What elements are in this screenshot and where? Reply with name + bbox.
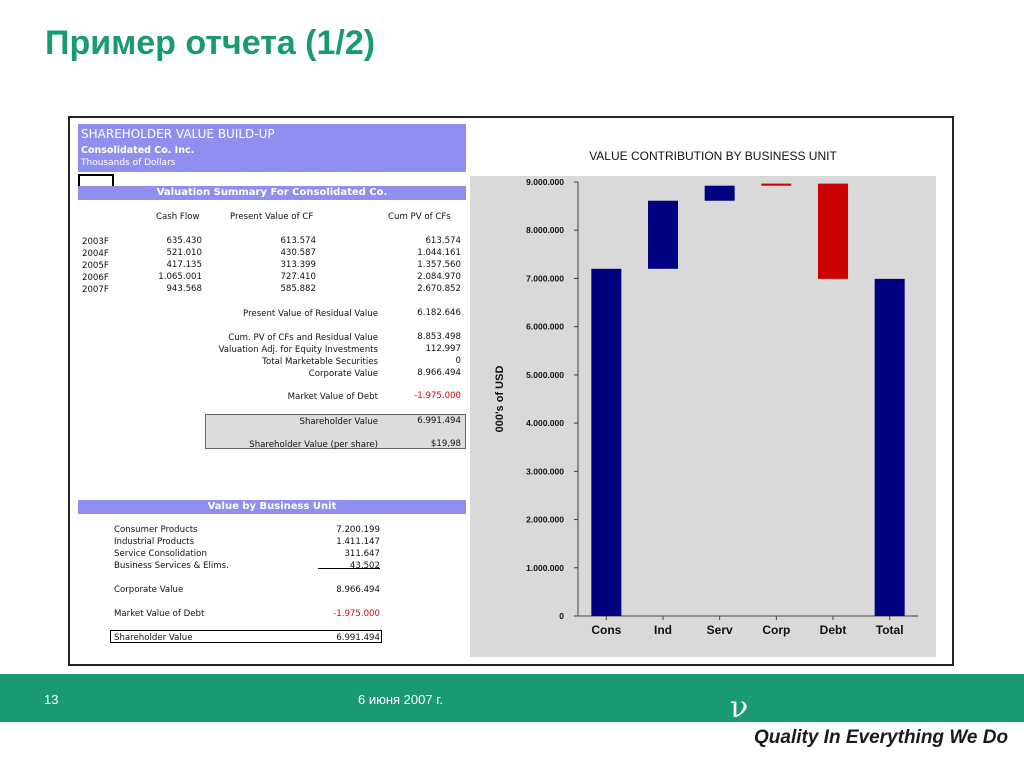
company-name: Consolidated Co. Inc.: [81, 145, 195, 156]
sv-label: Shareholder Value: [299, 417, 379, 427]
row-cash-flow: 943.568: [166, 284, 202, 294]
bar-debt: [818, 183, 848, 279]
pv-residual-value: 6.182.646: [417, 308, 461, 318]
row-year: 2004F: [82, 249, 109, 259]
valuation-summary-band: Valuation Summary For Consolidated Co.: [78, 186, 466, 200]
spreadsheet: SHAREHOLDER VALUE BUILD-UP Consolidated …: [78, 124, 466, 654]
value-by-unit-band: Value by Business Unit: [78, 500, 466, 514]
row-cash-flow: 417.135: [166, 260, 202, 270]
unit-value: 43.502: [349, 561, 380, 571]
x-tick-label: Cons: [591, 623, 621, 637]
row-cash-flow: 521.010: [166, 248, 202, 258]
pv-residual-label: Present Value of Residual Value: [243, 309, 378, 319]
unit-debt-label: Market Value of Debt: [114, 609, 205, 619]
unit-corp-label: Corporate Value: [114, 585, 184, 595]
unit-value: 1.411.147: [336, 537, 380, 547]
row-cum-pv: 2.670.852: [417, 284, 461, 294]
slide-date: 6 июня 2007 г.: [358, 692, 443, 707]
row-cash-flow: 1.065.001: [158, 272, 202, 282]
row-year: 2005F: [82, 261, 109, 271]
unit-debt-value: -1.975.000: [333, 609, 380, 619]
bar-ind: [648, 200, 678, 269]
col-header-cash-flow: Cash Flow: [156, 212, 200, 222]
row-present-value: 430.587: [280, 248, 316, 258]
row-year: 2007F: [82, 285, 109, 295]
bar-serv: [704, 185, 735, 201]
x-tick-label: Total: [876, 623, 904, 637]
row-present-value: 727.410: [280, 272, 316, 282]
equity-adj-value: 112.997: [425, 344, 461, 354]
y-tick-label: 2.000.000: [526, 515, 564, 525]
report-frame: SHAREHOLDER VALUE BUILD-UP Consolidated …: [68, 116, 954, 666]
debt-label: Market Value of Debt: [287, 392, 378, 402]
x-tick-label: Debt: [820, 623, 847, 637]
chart-title: VALUE CONTRIBUTION BY BUSINESS UNIT: [589, 149, 837, 163]
y-tick-label: 1.000.000: [526, 563, 564, 573]
row-cum-pv: 613.574: [425, 236, 461, 246]
row-cash-flow: 635.430: [166, 236, 202, 246]
row-cum-pv: 1.357.560: [417, 260, 461, 270]
row-year: 2006F: [82, 273, 109, 283]
row-cum-pv: 2.084.970: [417, 272, 461, 282]
unit-sv-value: 6.991.494: [336, 633, 380, 643]
col-header-cum-pv: Cum PV of CFs: [388, 212, 451, 222]
bar-corp: [761, 183, 792, 186]
tagline: Quality In Everything We Do: [754, 727, 1009, 748]
y-axis-label: 000's of USD: [494, 366, 506, 433]
units-label: Thousands of Dollars: [81, 158, 176, 168]
bar-total: [874, 278, 905, 616]
unit-label: Service Consolidation: [114, 549, 207, 559]
value-contribution-chart: VALUE CONTRIBUTION BY BUSINESS UNIT 0 1.00…: [470, 124, 938, 657]
unit-sv-label: Shareholder Value: [114, 633, 193, 643]
y-tick-label: 3.000.000: [526, 466, 564, 476]
y-tick-label: 0: [559, 611, 564, 621]
unit-value: 7.200.199: [336, 525, 380, 535]
debt-value: -1.975.000: [414, 391, 461, 401]
tms-label: Total Marketable Securities: [262, 357, 378, 367]
tms-value: 0: [455, 356, 461, 366]
y-tick-label: 7.000.000: [526, 273, 564, 283]
y-tick-label: 4.000.000: [526, 418, 564, 428]
corp-value-label: Corporate Value: [308, 369, 378, 379]
y-tick-label: 5.000.000: [526, 370, 564, 380]
corp-value: 8.966.494: [417, 368, 461, 378]
svps-value: $19,98: [430, 439, 461, 449]
page-number: 13: [44, 692, 59, 707]
row-present-value: 613.574: [280, 236, 316, 246]
unit-sv-box: [110, 630, 382, 643]
svps-label: Shareholder Value (per share): [249, 440, 378, 450]
y-tick-label: 8.000.000: [526, 225, 564, 235]
company-logo: ν: [730, 690, 749, 725]
sheet-header: SHAREHOLDER VALUE BUILD-UP Consolidated …: [78, 124, 466, 172]
slide-title: Пример отчета (1/2): [45, 24, 376, 62]
unit-value: 311.647: [344, 549, 380, 559]
y-tick-label: 6.000.000: [526, 322, 564, 332]
unit-label: Business Services & Elims.: [114, 561, 229, 571]
cum-pv-value: 8.853.498: [417, 332, 461, 342]
footer-bar: [0, 674, 1024, 722]
col-header-pv: Present Value of CF: [230, 212, 314, 222]
equity-adj-label: Valuation Adj. for Equity Investments: [218, 345, 378, 355]
unit-label: Consumer Products: [114, 525, 198, 535]
row-year: 2003F: [82, 237, 109, 247]
cum-pv-label: Cum. PV of CFs and Residual Value: [228, 333, 378, 343]
x-tick-label: Serv: [707, 623, 733, 637]
chart-svg: VALUE CONTRIBUTION BY BUSINESS UNIT 0 1.00…: [470, 149, 936, 657]
sv-value: 6.991.494: [417, 416, 461, 426]
shareholder-value-box: [205, 414, 466, 449]
chart-background: [470, 176, 936, 657]
bar-cons: [591, 268, 622, 616]
row-present-value: 585.882: [280, 284, 316, 294]
sum-underline: [318, 568, 380, 569]
sheet-title: SHAREHOLDER VALUE BUILD-UP: [81, 127, 275, 141]
x-tick-label: Corp: [762, 623, 790, 637]
y-tick-label: 9.000.000: [526, 177, 564, 187]
row-cum-pv: 1.044.161: [417, 248, 461, 258]
row-present-value: 313.399: [280, 260, 316, 270]
unit-label: Industrial Products: [114, 537, 195, 547]
unit-corp-value: 8.966.494: [336, 585, 380, 595]
x-tick-label: Ind: [654, 623, 672, 637]
